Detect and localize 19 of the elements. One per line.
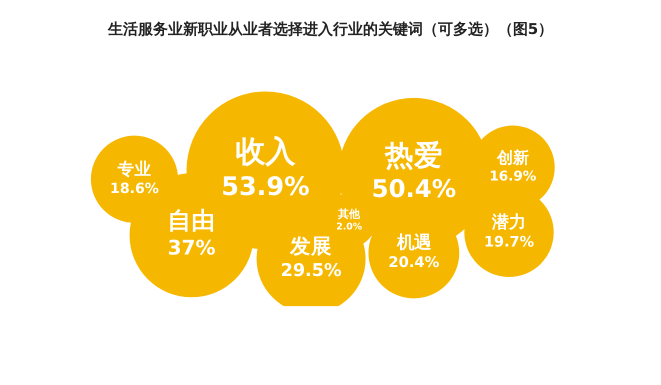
category-label: 收入 [235,134,296,170]
category-label: 创新 [496,148,529,167]
data-label: 29.5% [280,260,342,281]
category-label: 热爱 [384,138,443,172]
category-label: 潜力 [491,212,526,232]
category-label: 其他 [337,207,362,220]
category-label: 自由 [168,206,216,234]
data-label: 50.4% [372,174,456,203]
category-label: 机遇 [396,232,431,253]
data-label: 37% [168,236,216,260]
text: 生活服务业新职业从业者选择进入行业的关键词（可多选）（图5） [106,20,554,39]
data-label: 53.9% [221,172,310,202]
category-label: 专业 [116,159,152,178]
data-label: 20.4% [388,254,440,272]
data-label: 18.6% [110,180,159,197]
data-label: 19.7% [484,234,534,250]
category-label: 发展 [289,234,332,258]
data-label: 2.0% [336,222,363,233]
data-label: 16.9% [489,168,537,184]
